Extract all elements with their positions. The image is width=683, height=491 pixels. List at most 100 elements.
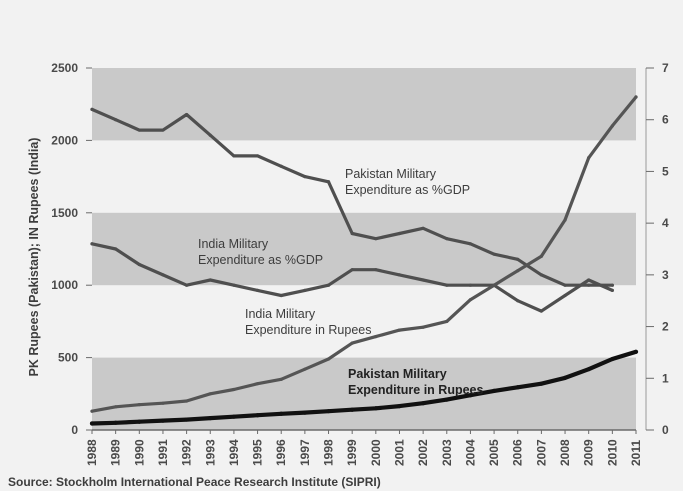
series-point-1: [303, 288, 307, 292]
x-tick-label: 2007: [534, 439, 548, 466]
series-point-2: [255, 382, 260, 386]
series-point-0: [326, 180, 331, 184]
series-point-2: [445, 319, 449, 323]
series-point-2: [303, 367, 307, 371]
x-tick-label: 1990: [132, 439, 146, 466]
series-point-3: [137, 419, 142, 424]
series-point-1: [279, 293, 283, 298]
series-point-1: [468, 283, 473, 287]
series-point-1: [516, 299, 520, 303]
series-point-0: [90, 107, 94, 111]
series-annotation-label: Pakistan Military: [345, 167, 437, 181]
x-tick-label: 1991: [156, 439, 170, 466]
x-tick-label: 2000: [369, 439, 383, 466]
x-tick-label: 1996: [274, 439, 288, 466]
source-note: Source: Stockholm International Peace Re…: [8, 475, 381, 489]
series-point-1: [90, 242, 94, 246]
series-point-1: [326, 283, 331, 287]
x-tick-label: 1989: [109, 439, 123, 466]
series-point-1: [208, 278, 212, 282]
series-point-1: [185, 283, 189, 287]
series-annotation-label: Expenditure in Rupees: [245, 323, 371, 337]
series-point-1: [539, 309, 543, 313]
series-point-0: [421, 226, 425, 230]
series-point-3: [633, 349, 639, 354]
series-point-1: [374, 268, 378, 272]
y-left-tick-label: 2500: [51, 61, 78, 75]
series-point-3: [468, 393, 473, 398]
series-point-3: [302, 410, 307, 415]
y-right-tick-label: 5: [662, 164, 669, 178]
series-point-1: [421, 278, 425, 282]
series-point-3: [373, 406, 378, 411]
x-tick-label: 2004: [463, 439, 477, 466]
series-point-2: [279, 377, 283, 381]
series-point-2: [185, 399, 189, 403]
x-tick-label: 1995: [251, 439, 265, 466]
x-tick-label: 2005: [487, 439, 501, 466]
series-point-2: [137, 403, 141, 407]
series-point-3: [539, 381, 544, 386]
series-point-2: [492, 283, 496, 287]
series-point-2: [563, 218, 567, 222]
x-tick-label: 1998: [322, 439, 336, 466]
series-point-0: [397, 231, 402, 236]
y-left-tick-label: 1000: [51, 278, 78, 292]
series-point-3: [184, 417, 189, 422]
series-point-3: [421, 401, 426, 406]
series-point-3: [255, 413, 260, 418]
series-point-3: [350, 407, 355, 412]
series-point-1: [232, 283, 236, 287]
series-point-0: [492, 252, 496, 256]
series-annotation-label: Expenditure as %GDP: [198, 253, 323, 267]
series-point-1: [255, 288, 260, 292]
series-point-0: [161, 128, 165, 132]
series-line-2: [90, 95, 638, 413]
series-point-2: [114, 405, 118, 409]
series-point-2: [350, 341, 354, 345]
x-tick-label: 1992: [180, 439, 194, 466]
series-point-0: [539, 273, 543, 277]
series-point-1: [610, 288, 614, 292]
series-point-0: [445, 237, 449, 241]
series-point-3: [444, 397, 449, 402]
series-point-3: [397, 404, 402, 409]
y-left-tick-label: 2000: [51, 133, 78, 147]
series-point-0: [279, 164, 283, 168]
x-tick-label: 1999: [345, 439, 359, 466]
series-point-2: [208, 392, 212, 396]
series-point-2: [161, 401, 165, 405]
series-point-0: [303, 175, 307, 179]
series-point-2: [587, 156, 591, 160]
series-annotation-label: Expenditure in Rupees: [348, 383, 483, 397]
x-tick-label: 1997: [298, 439, 312, 466]
series-point-2: [610, 124, 614, 128]
series-point-3: [491, 388, 497, 394]
series-point-0: [208, 133, 212, 137]
x-tick-label: 1988: [85, 439, 99, 466]
x-tick-label: 2003: [440, 439, 454, 466]
x-tick-label: 2011: [629, 440, 643, 466]
series-point-3: [586, 367, 591, 372]
x-tick-label: 2001: [392, 439, 406, 466]
y-right-tick-label: 7: [662, 61, 669, 75]
series-point-0: [468, 242, 473, 246]
series-annotation-label: India Military: [245, 307, 316, 321]
series-point-2: [232, 387, 236, 392]
series-point-1: [114, 247, 118, 251]
series-point-0: [587, 283, 591, 287]
series-point-1: [350, 268, 354, 272]
series-point-0: [114, 118, 118, 122]
y-left-tick-label: 0: [71, 423, 78, 437]
series-point-2: [326, 357, 331, 361]
x-tick-label: 1993: [203, 439, 217, 466]
series-point-0: [563, 283, 567, 287]
series-point-2: [397, 328, 402, 332]
series-point-2: [421, 325, 425, 329]
y-right-tick-label: 3: [662, 268, 669, 282]
series-point-2: [90, 409, 94, 413]
series-point-0: [185, 112, 189, 117]
series-point-0: [516, 257, 520, 261]
